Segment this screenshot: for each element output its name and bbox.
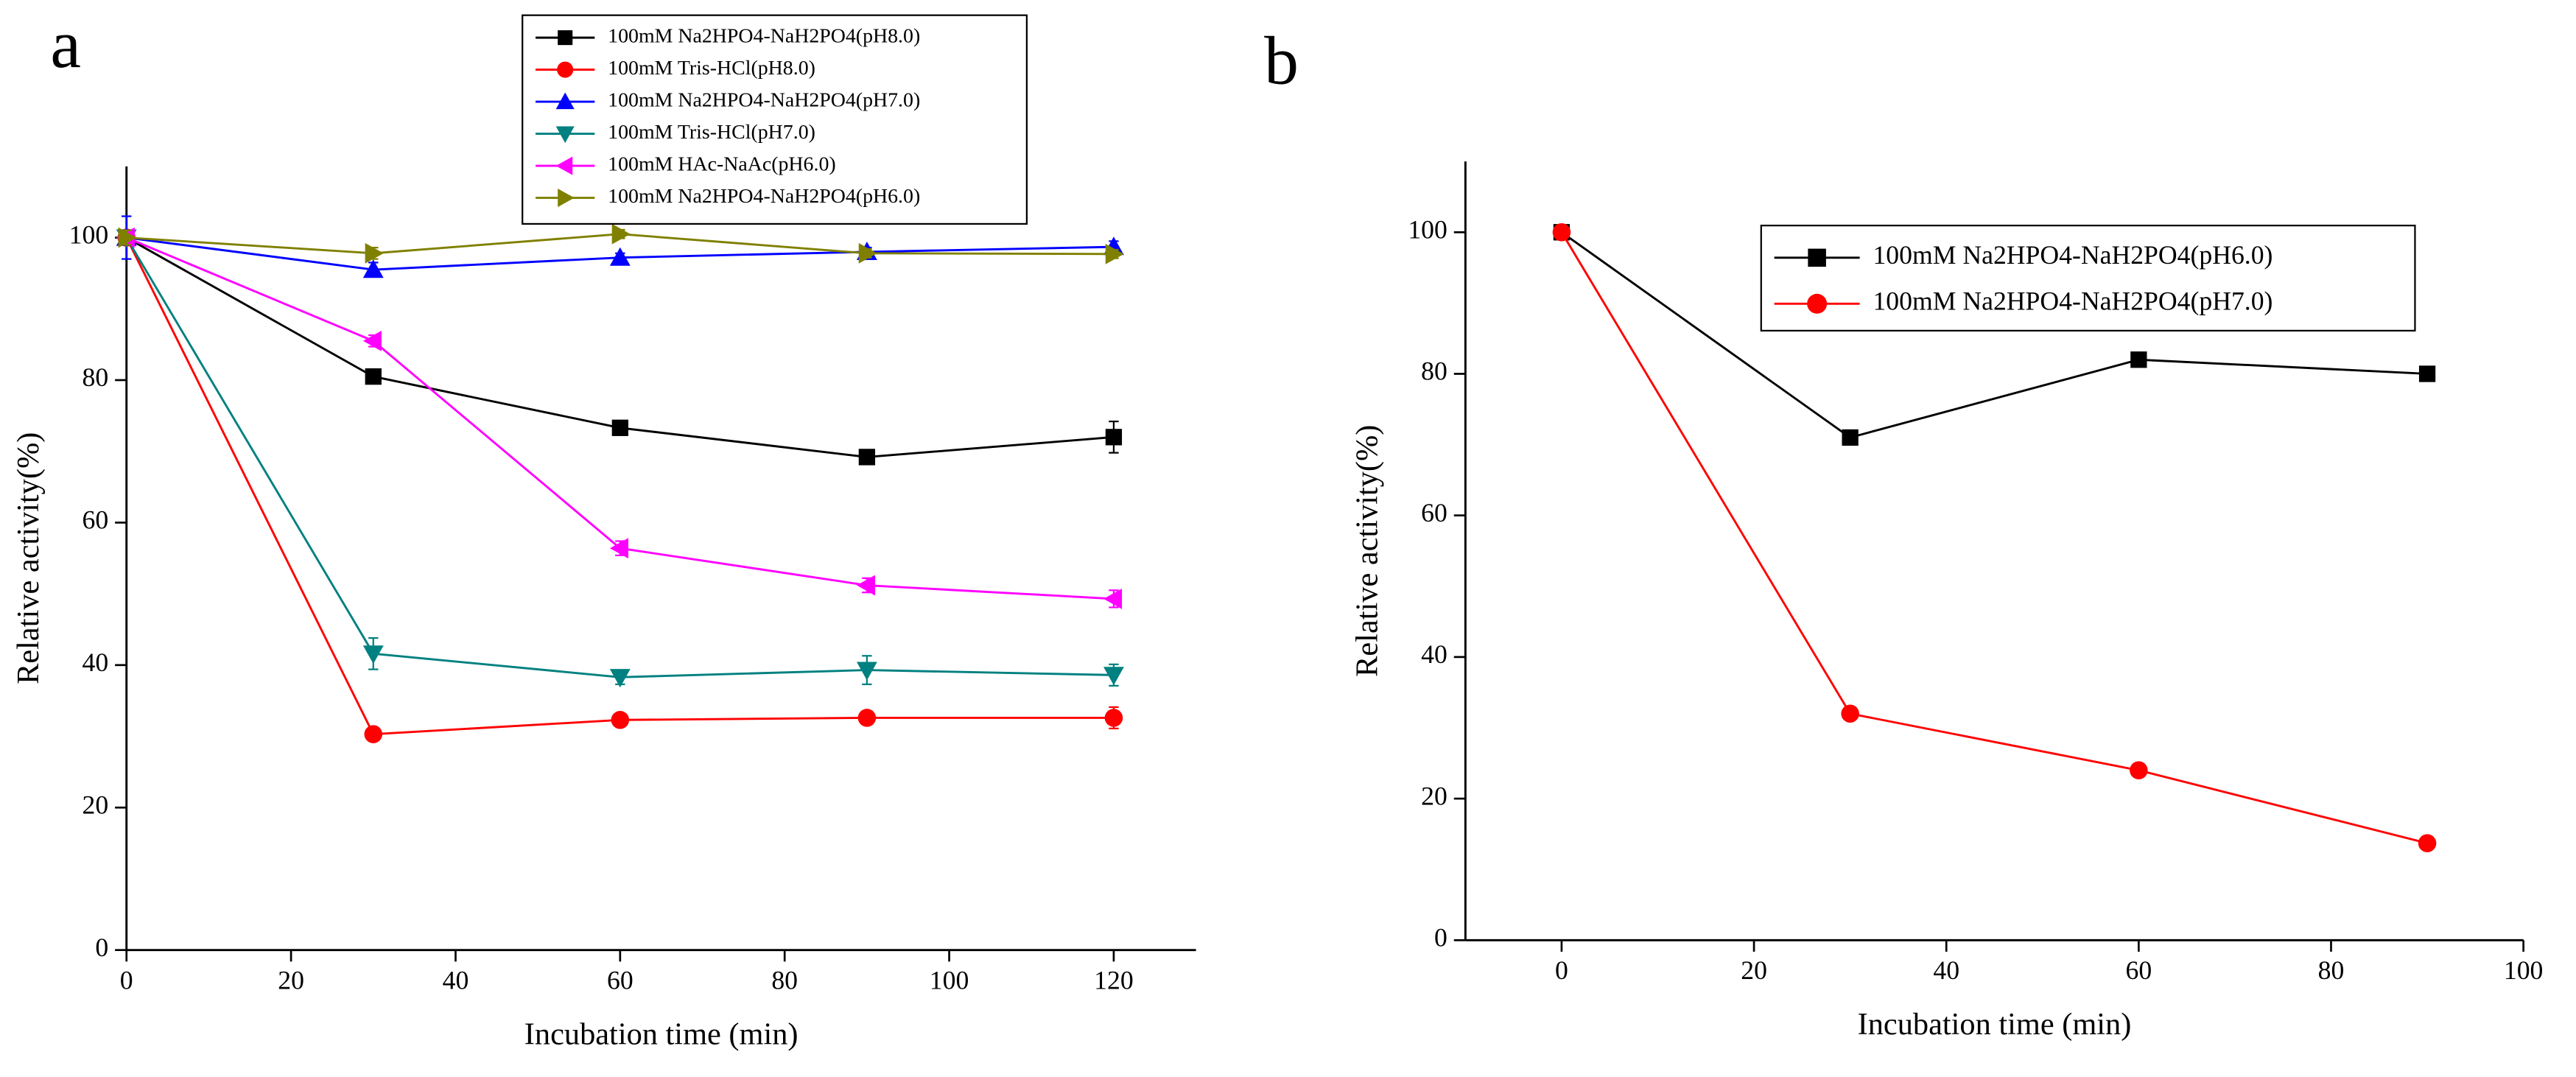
marker (856, 662, 877, 681)
marker (1841, 704, 1859, 723)
legend-label: 100mM Na2HPO4-NaH2PO4(pH6.0) (1873, 240, 2273, 270)
x-tick-label: 20 (278, 965, 304, 994)
x-tick-label: 80 (771, 965, 798, 994)
x-tick-label: 60 (607, 965, 634, 994)
marker (857, 709, 877, 727)
y-axis-label: Relative activity(%) (11, 432, 46, 684)
x-tick-label: 80 (2318, 955, 2345, 985)
marker (118, 227, 137, 248)
legend-box (522, 14, 1028, 225)
series-line (1560, 231, 2428, 845)
marker (1103, 667, 1124, 686)
x-tick-label: 120 (1094, 965, 1134, 994)
y-tick-label: 20 (1421, 781, 1447, 810)
y-tick-label: 40 (1421, 639, 1447, 669)
y-tick-label: 0 (1434, 922, 1447, 952)
y-tick-label: 80 (83, 362, 109, 392)
marker (2130, 761, 2148, 779)
y-tick-label: 60 (1421, 498, 1447, 527)
x-tick-label: 20 (1741, 955, 1767, 985)
marker (362, 645, 384, 664)
marker (858, 449, 876, 466)
marker (555, 126, 575, 144)
x-tick-label: 40 (443, 965, 469, 994)
marker (2130, 351, 2147, 368)
marker (364, 725, 383, 743)
marker (609, 669, 631, 688)
marker (611, 419, 628, 436)
y-tick-label: 60 (83, 505, 109, 535)
marker (609, 247, 631, 266)
marker (555, 92, 575, 110)
legend-label: 100mM HAc-NaAc(pH6.0) (608, 152, 835, 175)
marker (858, 242, 877, 264)
y-tick-label: 20 (83, 790, 109, 819)
y-tick-label: 80 (1421, 357, 1447, 386)
y-tick-label: 40 (83, 648, 109, 677)
marker (1104, 709, 1123, 727)
marker (609, 538, 628, 559)
marker (555, 156, 573, 175)
marker (1105, 429, 1123, 446)
x-tick-label: 40 (1933, 955, 1959, 985)
panel-label: b (1264, 24, 1299, 99)
marker (1808, 248, 1826, 267)
marker (2418, 834, 2437, 852)
series-line (1561, 231, 2428, 439)
x-tick-label: 0 (1555, 955, 1568, 985)
marker (1105, 243, 1124, 264)
marker (1103, 588, 1123, 609)
marker (2418, 365, 2436, 382)
marker (558, 30, 573, 46)
y-axis-label: Relative activity(%) (1350, 425, 1385, 677)
marker (365, 368, 382, 385)
panel-label: a (50, 7, 81, 83)
legend-label: 100mM Na2HPO4-NaH2PO4(pH7.0) (608, 88, 920, 111)
x-tick-label: 100 (930, 965, 969, 994)
x-axis-label: Incubation time (min) (1858, 1007, 2132, 1042)
y-tick-label: 100 (69, 220, 109, 250)
marker (856, 575, 876, 596)
legend-label: 100mM Tris-HCl(pH8.0) (608, 57, 815, 80)
x-axis-label: Incubation time (min) (524, 1017, 799, 1052)
marker (611, 223, 631, 245)
marker (558, 189, 575, 208)
legend-label: 100mM Tris-HCl(pH7.0) (608, 121, 815, 144)
x-tick-label: 60 (2126, 955, 2152, 985)
marker (1842, 429, 1859, 446)
x-tick-label: 0 (120, 965, 133, 994)
legend-label: 100mM Na2HPO4-NaH2PO4(pH7.0) (1873, 286, 2273, 315)
marker (611, 711, 630, 729)
legend-box (1760, 225, 2416, 331)
x-tick-label: 100 (2504, 955, 2544, 985)
legend-label: 100mM Na2HPO4-NaH2PO4(pH8.0) (608, 25, 920, 48)
series-line (125, 236, 1114, 678)
legend-label: 100mM Na2HPO4-NaH2PO4(pH6.0) (608, 185, 920, 208)
marker (362, 259, 384, 278)
y-tick-label: 0 (95, 933, 108, 962)
marker (365, 242, 384, 264)
marker (1552, 222, 1571, 242)
marker (362, 330, 382, 351)
y-tick-label: 100 (1408, 214, 1447, 244)
marker (1807, 293, 1828, 314)
marker (557, 61, 574, 78)
